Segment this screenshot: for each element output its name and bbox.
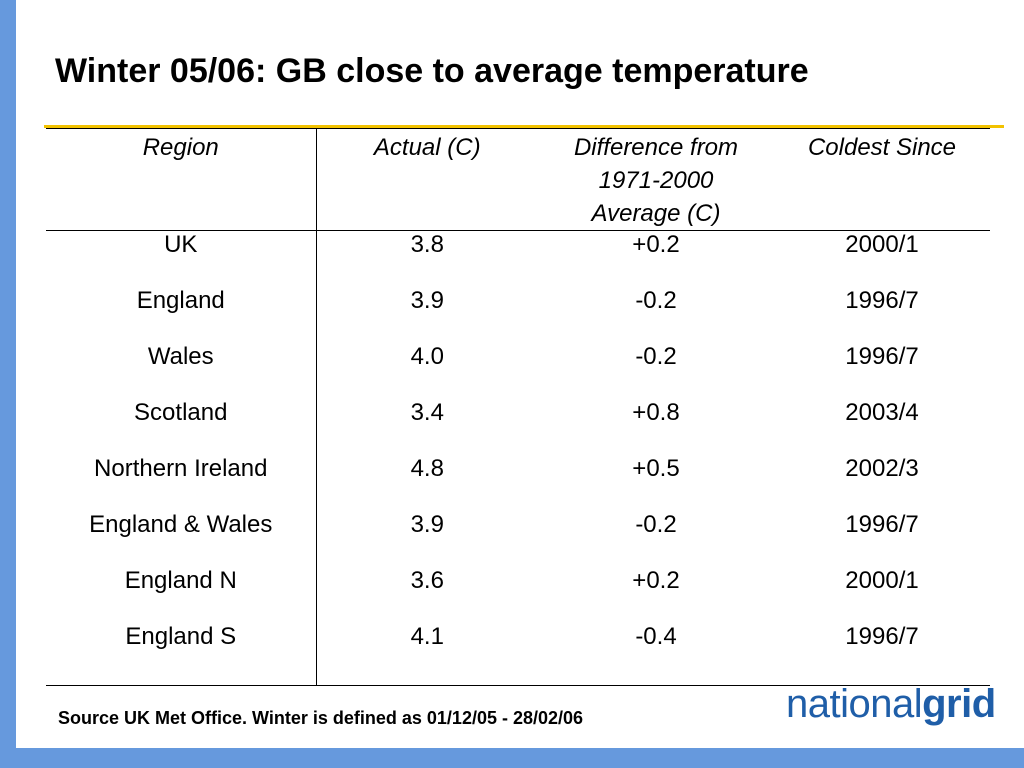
cell-difference: +0.2 bbox=[632, 567, 680, 594]
cell-coldest-since: 1996/7 bbox=[774, 623, 990, 686]
cell-difference: -0.2 bbox=[635, 287, 677, 314]
cell-coldest-since: 2003/4 bbox=[845, 399, 919, 426]
table-row: England N 3.6 +0.2 2000/1 bbox=[46, 567, 990, 623]
table-row: UK 3.8 +0.2 2000/1 bbox=[46, 230, 990, 287]
cell-actual: 3.6 bbox=[410, 567, 444, 594]
cell-actual: 4.8 bbox=[410, 455, 444, 482]
cell-actual: 4.0 bbox=[410, 343, 444, 370]
bottom-accent-bar bbox=[0, 748, 1024, 768]
cell-region: England S bbox=[46, 623, 317, 686]
header-difference-line3: Average (C) bbox=[591, 200, 721, 227]
cell-actual: 4.1 bbox=[316, 623, 538, 686]
cell-actual: 3.9 bbox=[410, 511, 444, 538]
cell-region: England bbox=[46, 287, 317, 343]
logo-text-grid: grid bbox=[922, 682, 996, 726]
header-difference: Difference from 1971-2000 Average (C) bbox=[538, 128, 774, 231]
cell-difference: -0.4 bbox=[538, 623, 774, 686]
left-accent-bar bbox=[0, 0, 16, 768]
header-actual: Actual (C) bbox=[316, 128, 538, 231]
table-header-row: Region Actual (C) Difference from 1971-2… bbox=[46, 128, 990, 231]
cell-region: UK bbox=[46, 230, 317, 287]
cell-actual: 3.9 bbox=[410, 287, 444, 314]
cell-difference: -0.2 bbox=[635, 343, 677, 370]
cell-region: England & Wales bbox=[46, 511, 317, 567]
header-region: Region bbox=[46, 128, 317, 231]
table-row: England & Wales 3.9 -0.2 1996/7 bbox=[46, 511, 990, 567]
cell-coldest-since: 2000/1 bbox=[845, 231, 919, 258]
source-note: Source UK Met Office. Winter is defined … bbox=[58, 708, 584, 728]
table-row: England 3.9 -0.2 1996/7 bbox=[46, 287, 990, 343]
cell-difference: -0.2 bbox=[635, 511, 677, 538]
cell-region: Northern Ireland bbox=[46, 455, 317, 511]
header-coldest-since: Coldest Since bbox=[774, 128, 990, 231]
cell-coldest-since: 2000/1 bbox=[845, 567, 919, 594]
cell-coldest-since: 1996/7 bbox=[845, 287, 919, 314]
national-grid-logo: nationalgrid bbox=[786, 682, 996, 727]
logo-text-national: national bbox=[786, 682, 923, 726]
page-title: Winter 05/06: GB close to average temper… bbox=[55, 52, 809, 90]
cell-difference: +0.8 bbox=[632, 399, 680, 426]
table-row: Northern Ireland 4.8 +0.5 2002/3 bbox=[46, 455, 990, 511]
table-row: Wales 4.0 -0.2 1996/7 bbox=[46, 343, 990, 399]
cell-actual: 3.4 bbox=[410, 399, 444, 426]
header-difference-line2: 1971-2000 bbox=[598, 167, 714, 194]
table-row: Scotland 3.4 +0.8 2003/4 bbox=[46, 399, 990, 455]
cell-coldest-since: 1996/7 bbox=[845, 511, 919, 538]
cell-actual: 3.8 bbox=[410, 231, 444, 258]
table-row: England S 4.1 -0.4 1996/7 bbox=[46, 623, 990, 686]
cell-coldest-since: 2002/3 bbox=[845, 455, 919, 482]
cell-region: Wales bbox=[46, 343, 317, 399]
temperature-table: Region Actual (C) Difference from 1971-2… bbox=[46, 128, 990, 686]
cell-coldest-since: 1996/7 bbox=[845, 343, 919, 370]
cell-region: England N bbox=[46, 567, 317, 623]
title-divider bbox=[44, 125, 1004, 128]
cell-region: Scotland bbox=[46, 399, 317, 455]
header-difference-line1: Difference from bbox=[573, 134, 739, 161]
cell-difference: +0.5 bbox=[632, 455, 680, 482]
cell-difference: +0.2 bbox=[632, 231, 680, 258]
